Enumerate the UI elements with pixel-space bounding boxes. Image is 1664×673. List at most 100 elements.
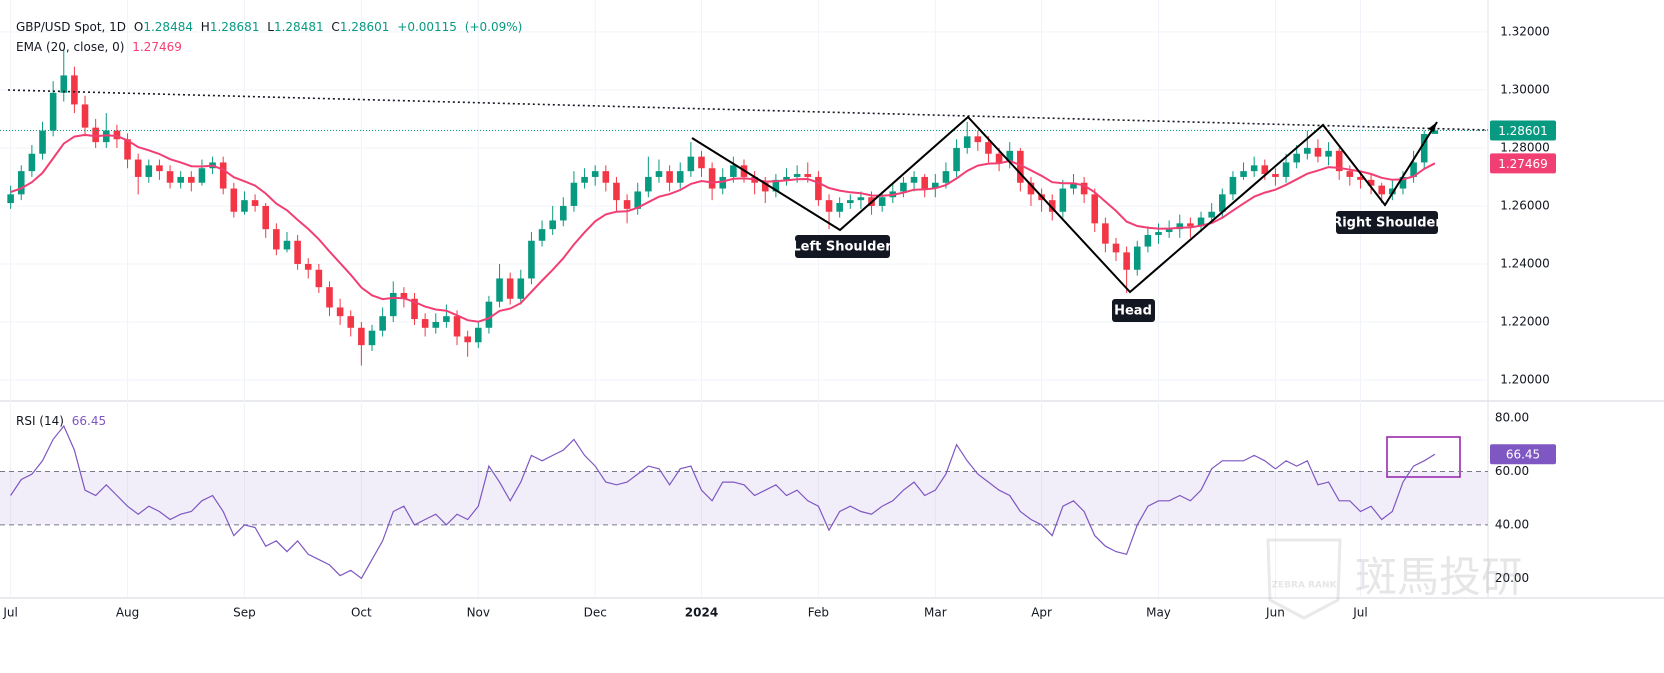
candle-body bbox=[1133, 246, 1141, 270]
ohlc-key: H bbox=[201, 20, 210, 34]
candle-body bbox=[379, 316, 386, 331]
candle-body bbox=[1304, 147, 1311, 154]
candle-body bbox=[1378, 185, 1386, 195]
ohlc-legend: GBP/USD Spot, 1D O1.28484 H1.28681 L1.28… bbox=[16, 20, 522, 34]
candle-body bbox=[623, 200, 631, 209]
ohlc-key: O bbox=[134, 20, 143, 34]
y-tick-label: 1.28000 bbox=[1500, 140, 1550, 154]
candle-body bbox=[1410, 162, 1417, 177]
ema-name: EMA (20, close, 0) bbox=[16, 40, 124, 54]
marks: Jul Aug Sep Oct Nov Dec 2024 Feb Mar Apr May Jun Jul… bbox=[0, 0, 1664, 620]
candle-body bbox=[1431, 130, 1439, 134]
candle-body bbox=[60, 75, 68, 93]
candle-body bbox=[421, 319, 429, 328]
candle-body bbox=[836, 203, 843, 212]
x-tick-label: Mar bbox=[924, 606, 947, 620]
change: +0.00115 bbox=[397, 20, 457, 34]
candle-body bbox=[81, 104, 89, 128]
candle-body bbox=[411, 298, 418, 320]
candle-body bbox=[698, 156, 705, 169]
x-tick-label: Dec bbox=[584, 606, 607, 620]
candle-body bbox=[655, 171, 663, 177]
candle-body bbox=[1250, 165, 1258, 172]
candle-body bbox=[49, 92, 57, 131]
candle-body bbox=[953, 147, 960, 172]
candle-body bbox=[1208, 211, 1215, 218]
candle-body bbox=[389, 292, 397, 317]
candle-body bbox=[560, 205, 567, 221]
watermark-text: 斑馬投研 bbox=[1355, 553, 1523, 602]
candle-body bbox=[358, 327, 365, 346]
candle-body bbox=[825, 200, 833, 212]
candle-body bbox=[1314, 147, 1322, 157]
candle-body bbox=[304, 263, 312, 270]
candle-body bbox=[1197, 217, 1205, 227]
x-tick-label: Aug bbox=[116, 606, 139, 620]
rsi-value: 66.45 bbox=[72, 414, 106, 428]
candle-body bbox=[963, 136, 971, 148]
rsi-legend: RSI (14) 66.45 bbox=[16, 414, 106, 428]
candle-body bbox=[102, 130, 110, 143]
annotation-box bbox=[795, 235, 890, 258]
candle-body bbox=[251, 200, 259, 206]
annotation-label: Head bbox=[1114, 304, 1152, 319]
candle-body bbox=[198, 168, 206, 183]
candle-body bbox=[1399, 176, 1407, 189]
candle-body bbox=[230, 188, 238, 212]
x-tick-label: May bbox=[1146, 606, 1171, 620]
candle-body bbox=[262, 205, 270, 230]
candle-body bbox=[932, 182, 939, 189]
candle-body bbox=[7, 194, 14, 204]
candle-body bbox=[28, 153, 36, 172]
candle-body bbox=[219, 162, 227, 189]
candle-body bbox=[910, 176, 918, 183]
y-tick-label: 1.20000 bbox=[1500, 372, 1550, 386]
candle-body bbox=[336, 307, 344, 317]
price-badge: 1.28601 bbox=[1498, 124, 1548, 138]
annotation-box bbox=[1336, 211, 1438, 234]
candle-body bbox=[92, 127, 99, 143]
candle-body bbox=[1346, 171, 1354, 177]
ohlc-key: C bbox=[331, 20, 339, 34]
candle-body bbox=[506, 278, 514, 299]
annotation-label: Left Shoulder bbox=[792, 240, 892, 255]
candle-body bbox=[453, 316, 461, 337]
candle-body bbox=[783, 176, 790, 180]
candle-body bbox=[719, 176, 727, 189]
candle-body bbox=[634, 191, 642, 209]
candle-body bbox=[1282, 162, 1290, 177]
rsi-badge-bg bbox=[1490, 444, 1556, 465]
candle-body bbox=[39, 130, 46, 154]
candle-body bbox=[942, 171, 950, 183]
candle-body bbox=[1420, 134, 1428, 163]
candle-body bbox=[985, 142, 992, 154]
ohlc-value: 1.28481 bbox=[274, 20, 324, 34]
candle-body bbox=[474, 327, 482, 343]
y-tick-label: 1.30000 bbox=[1500, 82, 1550, 96]
rsi-name: RSI (14) bbox=[16, 414, 64, 428]
candle-body bbox=[134, 159, 142, 177]
candle-body bbox=[71, 75, 78, 105]
x-tick-label: Jun bbox=[1265, 606, 1285, 620]
candle-body bbox=[1367, 179, 1375, 186]
candle-body bbox=[645, 176, 652, 192]
candle-body bbox=[613, 182, 620, 201]
candle-body bbox=[273, 229, 280, 250]
candle-body bbox=[581, 176, 588, 183]
candle-body bbox=[1165, 229, 1173, 233]
candle-body bbox=[283, 240, 291, 250]
watermark-sub: ZEBRA RANK bbox=[1272, 581, 1338, 591]
candle-body bbox=[793, 174, 801, 177]
candle-body bbox=[974, 136, 982, 143]
rsi-tick-label: 80.00 bbox=[1495, 411, 1529, 425]
candle-body bbox=[496, 278, 503, 302]
candle-body bbox=[400, 292, 408, 299]
candle-body bbox=[591, 171, 599, 177]
candle-body bbox=[368, 330, 376, 346]
candle-body bbox=[464, 336, 471, 343]
candle-body bbox=[432, 321, 440, 328]
rsi-tick-label: 40.00 bbox=[1495, 517, 1529, 531]
candle-body bbox=[145, 165, 153, 177]
candle-body bbox=[900, 182, 907, 192]
rsi-badge: 66.45 bbox=[1506, 448, 1540, 462]
